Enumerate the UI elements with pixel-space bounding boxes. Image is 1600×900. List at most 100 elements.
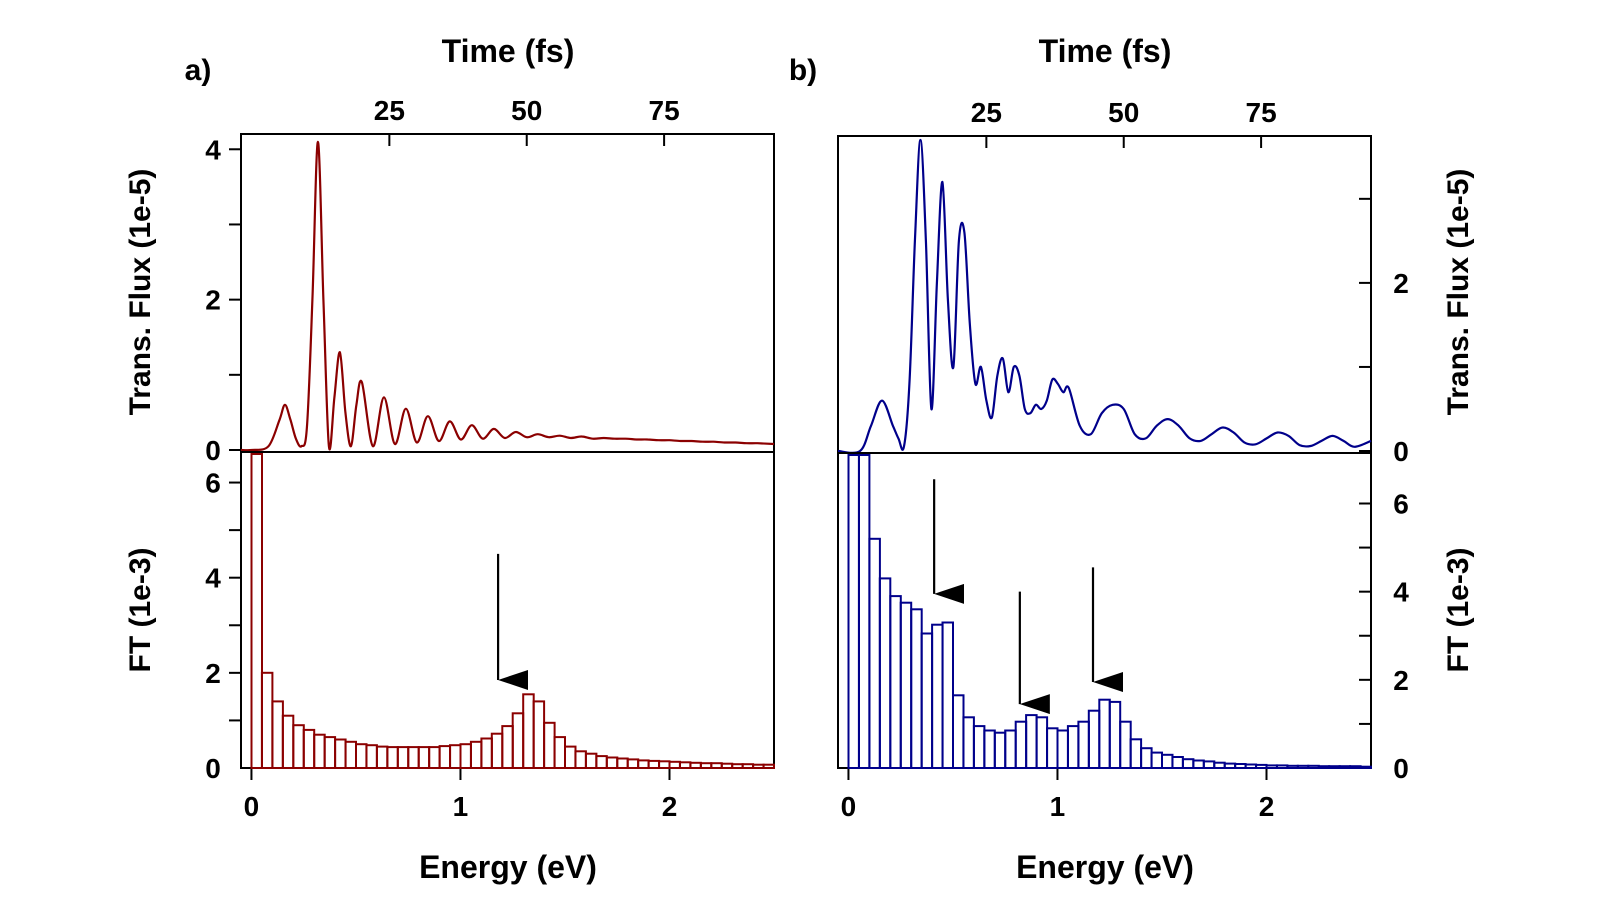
ft-bar <box>962 716 975 769</box>
ft-bar <box>1317 765 1331 770</box>
time-axis-ticks-a: 25 50 75 <box>374 95 680 146</box>
ft-bar <box>511 712 525 769</box>
ft-bars-b <box>847 454 1372 770</box>
ft-bar <box>480 737 493 769</box>
ft-bar <box>1140 747 1153 770</box>
panel-b: b) Time (fs) 02 25 50 75 Trans. Flux (1e-5… <box>789 33 1475 885</box>
ft-bar <box>323 736 337 769</box>
ft-bar <box>469 740 483 769</box>
ft-bar <box>344 740 357 769</box>
ft-bar <box>1307 764 1320 769</box>
ft-bars-a <box>250 453 775 770</box>
energy-tick-label-b-2: 2 <box>1259 791 1275 822</box>
ft-bar <box>584 752 598 770</box>
time-tick-label-a-2: 75 <box>649 95 680 126</box>
ft-bar <box>1359 765 1372 770</box>
ft-bar <box>1004 729 1017 769</box>
ft-bar <box>868 537 881 769</box>
ft-bar <box>1265 764 1278 770</box>
ft-bar <box>731 763 744 770</box>
ft-bar <box>689 761 702 769</box>
ft-bar <box>365 744 378 770</box>
ft-bar <box>616 757 629 769</box>
ft-bar <box>1161 753 1174 769</box>
flux-tick-label-b-1: 2 <box>1393 268 1409 299</box>
ft-bar <box>889 595 902 769</box>
time-tick-label-b-2: 75 <box>1246 97 1277 128</box>
ft-axis-ticks-b: 0 2 4 6 <box>1359 488 1409 784</box>
ft-tick-label-a-3: 6 <box>205 468 221 499</box>
ft-tick-label-a-2: 4 <box>205 563 221 594</box>
ft-bar <box>459 743 472 770</box>
energy-tick-label-a-1: 1 <box>453 791 469 822</box>
ft-bar <box>941 621 954 769</box>
ft-bar <box>271 700 284 770</box>
ft-bar <box>574 750 587 769</box>
energy-axis-ticks-b: 0 1 2 <box>841 768 1275 822</box>
ft-bar <box>564 745 577 769</box>
ft-frame-a <box>240 451 775 769</box>
time-tick-label-b-0: 25 <box>971 97 1002 128</box>
ft-bar <box>292 724 305 770</box>
ft-bar <box>626 758 640 770</box>
ft-bar <box>407 746 420 769</box>
ft-bar <box>302 728 316 770</box>
ft-bar <box>386 746 399 769</box>
ft-bar <box>1087 709 1101 770</box>
ft-bar <box>532 700 546 770</box>
ft-bar <box>428 746 441 769</box>
flux-tick-label-a-1: 2 <box>205 285 221 316</box>
ft-bar <box>260 671 274 769</box>
ft-bar <box>647 759 661 770</box>
ft-bar <box>1202 760 1216 770</box>
ft-bar <box>605 756 619 769</box>
ft-bar <box>762 763 775 770</box>
ft-bar <box>752 763 765 770</box>
ft-bar <box>313 733 326 770</box>
ft-bar <box>250 453 263 769</box>
ft-bar <box>658 760 671 769</box>
ft-bar <box>1181 758 1195 770</box>
ft-tick-label-b-0: 0 <box>1393 753 1409 784</box>
ft-bar <box>1108 700 1122 770</box>
flux-tick-label-a-2: 4 <box>205 134 221 165</box>
ft-bar <box>1077 720 1090 770</box>
ft-ylabel-a: FT (1e-3) <box>124 547 157 672</box>
time-axis-label-b: Time (fs) <box>1039 33 1172 69</box>
ft-bar <box>501 725 514 769</box>
energy-tick-label-b-0: 0 <box>841 791 857 822</box>
ft-tick-label-b-1: 2 <box>1393 665 1409 696</box>
time-tick-label-b-1: 50 <box>1108 97 1139 128</box>
ft-tick-label-b-2: 4 <box>1393 577 1409 608</box>
ft-bar <box>1171 756 1184 769</box>
ft-tick-label-a-1: 2 <box>205 658 221 689</box>
ft-bar <box>878 577 892 770</box>
ft-bar <box>281 714 295 770</box>
ft-bar <box>1035 716 1049 769</box>
ft-tick-label-a-0: 0 <box>205 753 221 784</box>
ft-bar <box>1192 759 1205 769</box>
ft-bar <box>1066 725 1080 769</box>
ft-frame-b <box>837 452 1372 769</box>
ft-bar <box>375 745 389 769</box>
ft-bar <box>522 693 535 769</box>
ft-bar <box>720 762 734 770</box>
ft-bar <box>1213 761 1226 770</box>
ft-bar <box>1244 763 1258 769</box>
ft-plot-a: 0 2 4 6 0 1 2 FT (1e-3) <box>124 451 775 822</box>
ft-bar <box>1234 763 1247 769</box>
ft-bar <box>1338 765 1352 770</box>
energy-tick-label-a-0: 0 <box>244 791 260 822</box>
flux-ylabel-a: Trans. Flux (1e-5) <box>124 169 157 416</box>
ft-bar <box>910 608 923 769</box>
ft-arrows-b <box>933 479 1124 715</box>
energy-axis-ticks-a: 0 1 2 <box>244 768 678 822</box>
ft-bar <box>710 762 723 770</box>
energy-tick-label-a-2: 2 <box>662 791 678 822</box>
ft-bar <box>857 454 871 769</box>
ft-bar <box>1349 765 1362 770</box>
ft-bar <box>553 736 566 769</box>
ft-tick-label-b-3: 6 <box>1393 488 1409 519</box>
ft-bar <box>355 743 368 770</box>
